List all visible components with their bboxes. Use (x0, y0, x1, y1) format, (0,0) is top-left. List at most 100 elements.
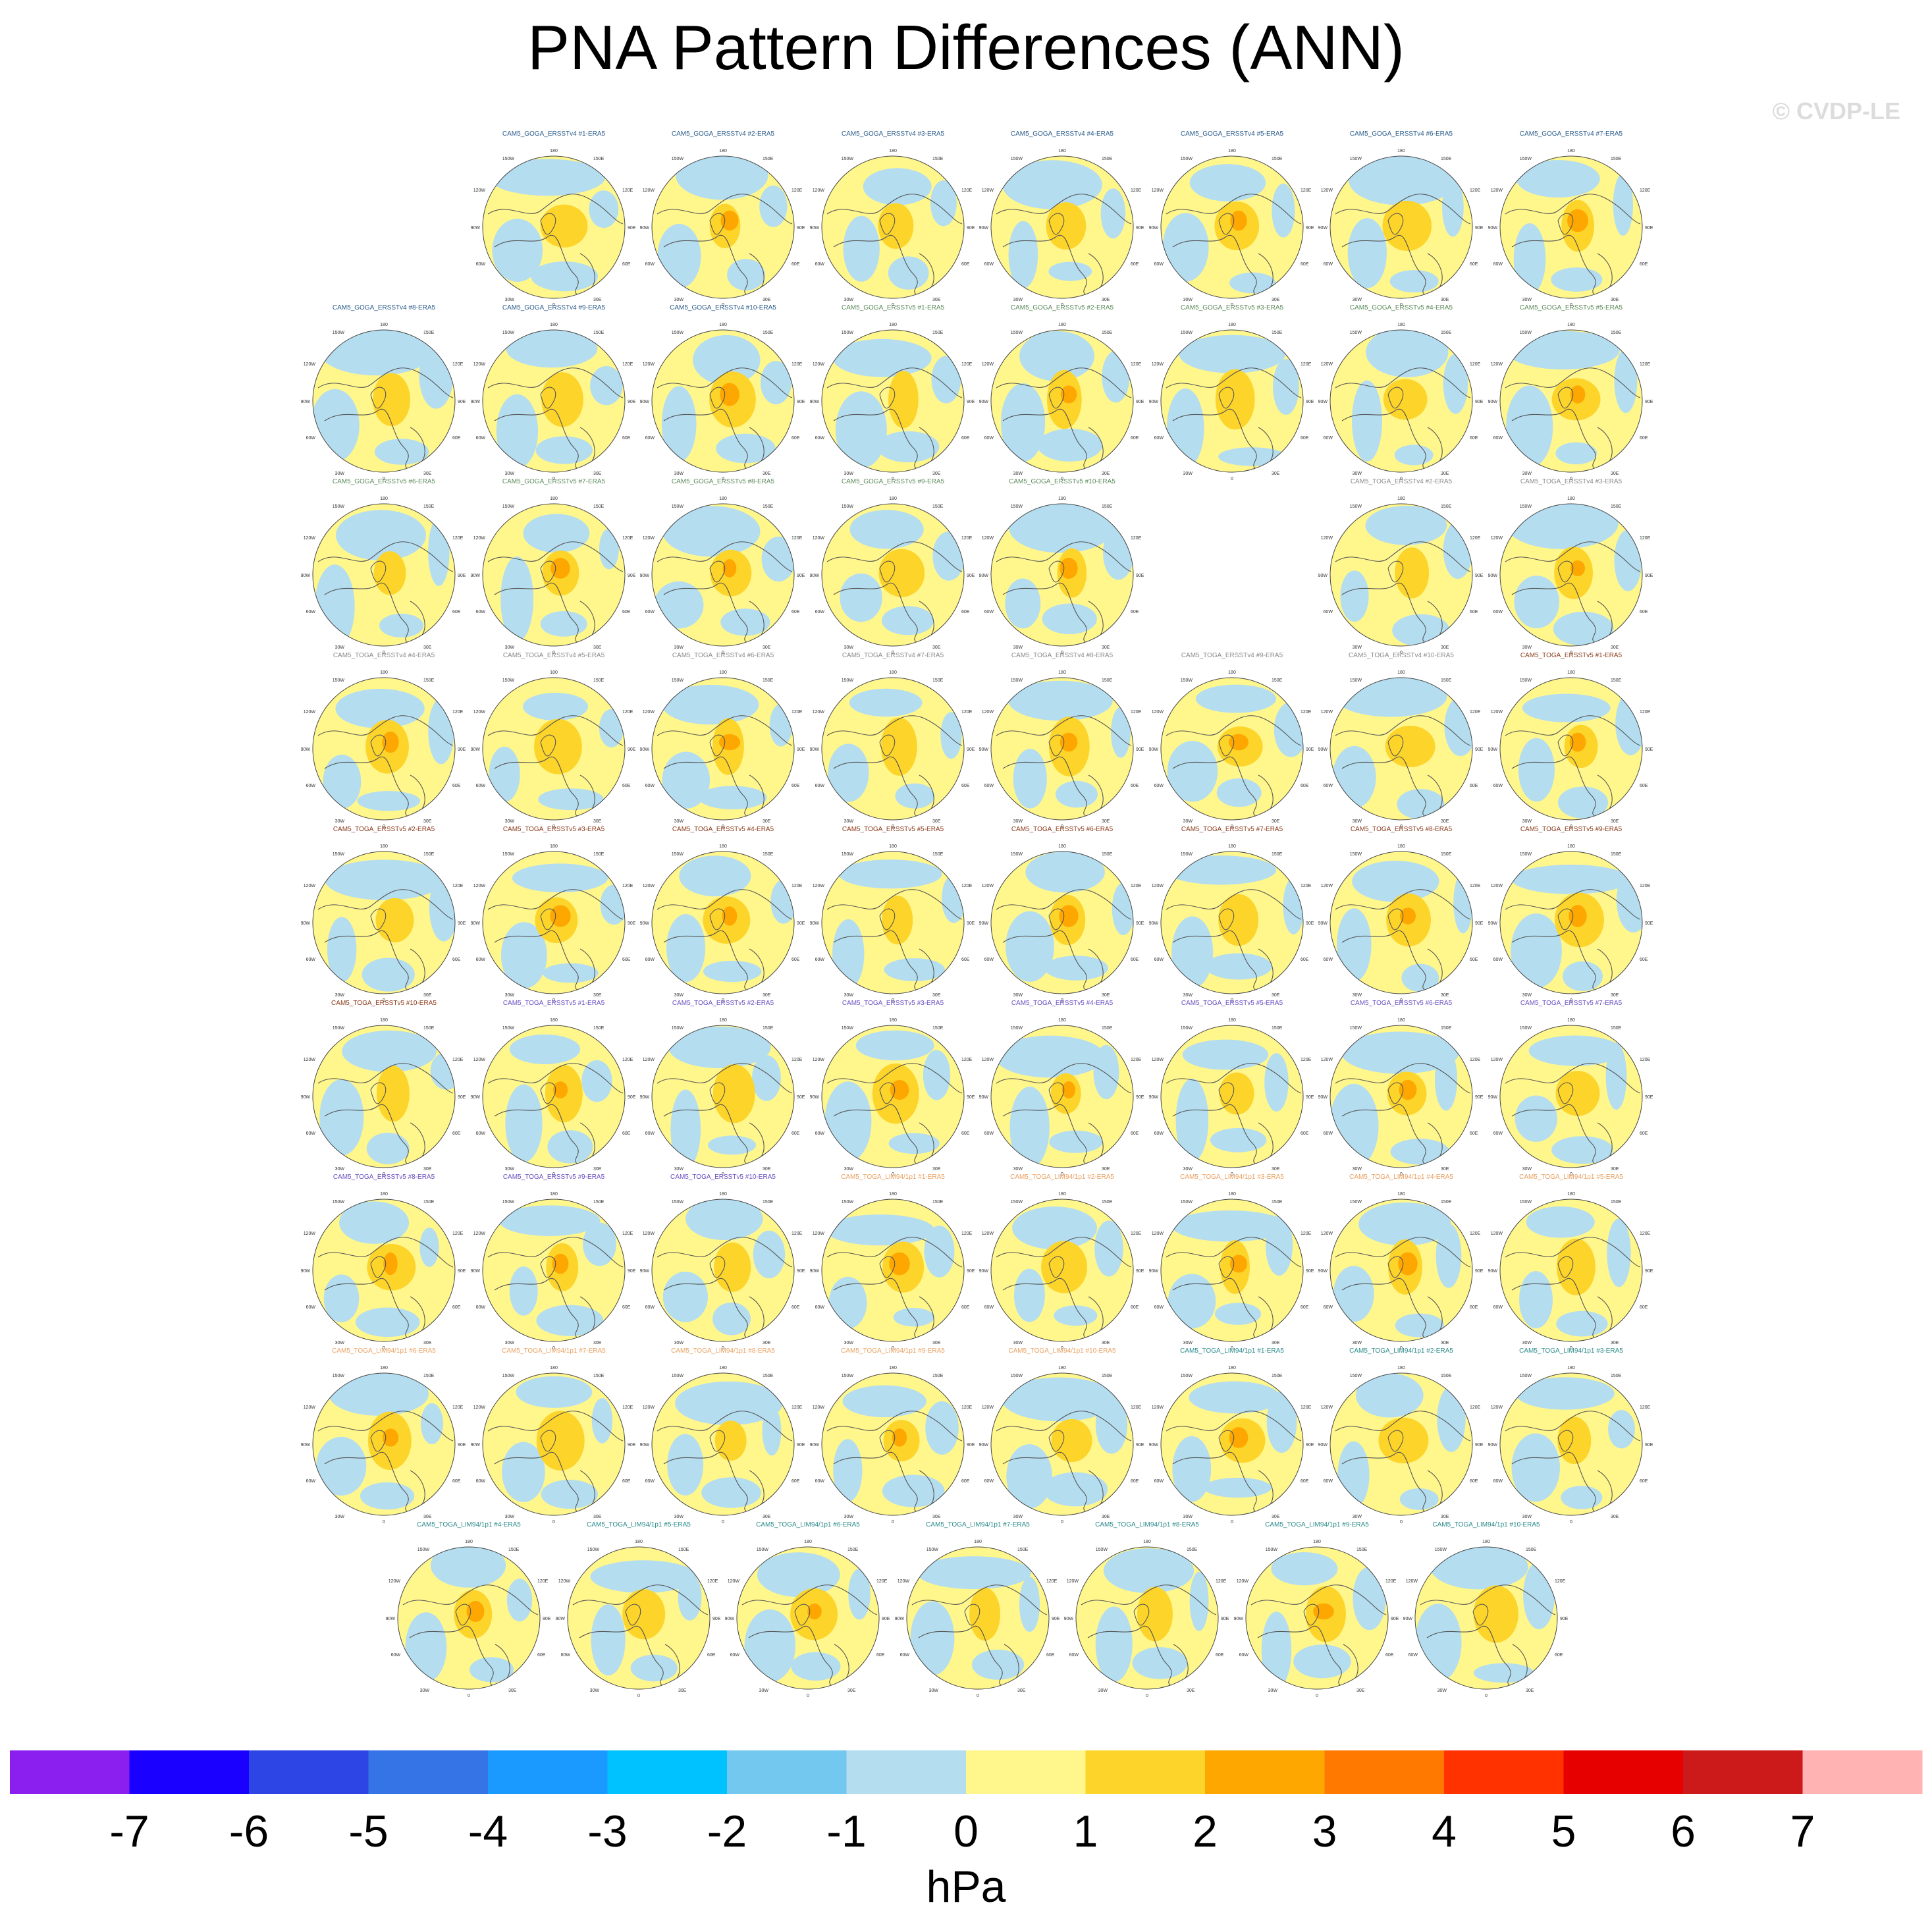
longitude-label: 0 (1400, 998, 1403, 1003)
panel-title: CAM5_TOGA_ERSSTv5 #3-ERA5 (502, 826, 605, 833)
negative-anomaly-region (1347, 218, 1387, 288)
map-border (1245, 1546, 1389, 1690)
negative-anomaly-region (1614, 348, 1638, 414)
negative-anomaly-region (917, 1556, 1031, 1590)
coastlines (1505, 1237, 1641, 1340)
longitude-label: 90E (967, 1095, 975, 1100)
longitude-label: 60W (306, 1305, 316, 1310)
longitude-label: 30E (1272, 472, 1280, 476)
positive-anomaly-region (375, 898, 414, 943)
longitude-label: 30E (932, 298, 941, 302)
negative-anomaly-region (1401, 963, 1439, 992)
longitude-label: 150E (1441, 331, 1452, 335)
longitude-label: 120E (1470, 884, 1481, 888)
longitude-label: 60W (984, 958, 994, 962)
negative-anomaly-region (1204, 1477, 1272, 1498)
longitude-label: 0 (552, 1172, 555, 1177)
longitude-label: 0 (977, 1694, 979, 1698)
longitude-label: 150W (842, 157, 854, 161)
map-border (651, 1025, 795, 1168)
longitude-label: 120W (1491, 884, 1503, 888)
longitude-label: 30W (1183, 993, 1193, 998)
longitude-label: 120E (1470, 362, 1481, 367)
longitude-label: 30W (505, 645, 515, 650)
longitude-label: 150E (1102, 1200, 1113, 1204)
longitude-label: 120E (792, 1231, 803, 1236)
longitude-label: 150W (1181, 678, 1193, 683)
map-panel: CAM5_GOGA_ERSSTv5 #2-ERA5 180 0 150W 150E 120… (977, 304, 1148, 483)
longitude-label: 90E (1306, 747, 1314, 752)
negative-anomaly-region (1056, 780, 1098, 808)
negative-anomaly-region (536, 1305, 604, 1336)
longitude-label: 60E (452, 1305, 461, 1310)
longitude-label: 30E (1272, 1341, 1280, 1345)
negative-anomaly-region (1399, 1488, 1439, 1510)
strong-positive-region (807, 1603, 822, 1620)
map-border (312, 503, 456, 647)
longitude-label: 120W (643, 188, 655, 193)
negative-anomaly-region (1352, 380, 1382, 462)
longitude-label: 60W (984, 1479, 994, 1484)
longitude-label: 0 (1061, 651, 1063, 655)
strong-positive-region (889, 1252, 910, 1276)
coastlines (1505, 1411, 1641, 1514)
panel-title: CAM5_TOGA_ERSSTv4 #3-ERA5 (1520, 478, 1623, 485)
map-border (482, 503, 626, 647)
longitude-label: 120W (643, 1231, 655, 1236)
longitude-label: 120E (792, 188, 803, 193)
map-border (1499, 155, 1643, 299)
longitude-label: 150W (757, 1548, 769, 1552)
strong-positive-region (720, 383, 739, 406)
map-panel: CAM5_TOGA_ERSSTv5 #9-ERA5 180 0 150W 150E 120… (468, 1174, 639, 1353)
longitude-label: 90E (967, 400, 975, 404)
longitude-label: 30W (1013, 993, 1023, 998)
longitude-label: 90E (543, 1617, 551, 1621)
longitude-label: 60E (1640, 610, 1648, 614)
panel-title: CAM5_TOGA_LIM94/1p1 #5-ERA5 (587, 1521, 691, 1528)
longitude-label: 30E (1441, 819, 1449, 824)
longitude-label: 180 (889, 149, 897, 153)
longitude-label: 60W (1324, 958, 1333, 962)
longitude-label: 90W (471, 1443, 481, 1447)
negative-anomaly-region (1093, 1044, 1119, 1100)
positive-anomaly-region (1555, 1071, 1600, 1116)
map-panel-grid: CAM5_GOGA_ERSSTv4 #1-ERA5 180 0 150W 150E 120… (301, 130, 1653, 1698)
longitude-label: 150W (1520, 504, 1532, 509)
panel-title: CAM5_TOGA_ERSSTv4 #4-ERA5 (333, 652, 435, 659)
longitude-label: 60W (1154, 958, 1164, 962)
panel-title: CAM5_TOGA_LIM94/1p1 #10-ERA5 (1008, 1347, 1116, 1355)
longitude-label: 180 (1228, 1366, 1236, 1370)
longitude-label: 0 (722, 303, 724, 308)
negative-anomaly-region (668, 1026, 771, 1069)
longitude-label: 30E (1102, 1515, 1110, 1519)
negative-anomaly-region (910, 1601, 955, 1676)
longitude-label: 60E (622, 262, 631, 267)
longitude-label: 120E (1131, 1058, 1142, 1062)
longitude-label: 150E (932, 852, 944, 857)
colorbar-tick-label: 2 (1193, 1806, 1218, 1856)
map-panel: CAM5_TOGA_LIM94/1p1 #2-ERA5 180 0 150W 150E 1… (977, 1174, 1148, 1353)
longitude-label: 60W (645, 262, 655, 267)
longitude-label: 60W (1324, 1305, 1333, 1310)
longitude-label: 30W (1353, 993, 1362, 998)
longitude-label: 180 (719, 1366, 727, 1370)
longitude-label: 150W (1011, 1374, 1023, 1378)
negative-anomaly-region (1042, 1472, 1108, 1507)
longitude-label: 120E (792, 710, 803, 715)
map-panel: CAM5_TOGA_ERSSTv5 #3-ERA5 180 0 150W 150E 120… (807, 1000, 979, 1179)
coastlines (1335, 715, 1471, 819)
panel-title: CAM5_TOGA_LIM94/1p1 #5-ERA5 (1519, 1174, 1623, 1181)
coastlines (657, 1063, 793, 1166)
longitude-label: 90E (1475, 921, 1484, 926)
longitude-label: 90W (1403, 1617, 1413, 1621)
longitude-label: 0 (892, 1346, 894, 1351)
longitude-label: 150E (763, 1200, 774, 1204)
longitude-label: 30W (844, 472, 854, 476)
longitude-label: 90W (1488, 921, 1498, 926)
longitude-label: 120W (1491, 188, 1503, 193)
panel-title: CAM5_TOGA_ERSSTv5 #6-ERA5 (1350, 1000, 1453, 1007)
longitude-label: 150W (1350, 852, 1362, 857)
panel-title: CAM5_TOGA_LIM94/1p1 #8-ERA5 (1095, 1521, 1199, 1528)
longitude-label: 0 (1061, 1346, 1063, 1351)
positive-anomaly-region (622, 1589, 666, 1640)
